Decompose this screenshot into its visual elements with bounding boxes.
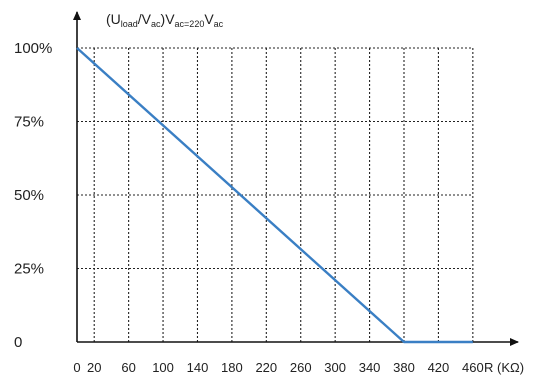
x-tick-label: 180 <box>221 360 243 375</box>
x-axis-title: R (KΩ) <box>484 360 524 375</box>
y-tick-label: 0 <box>14 334 22 351</box>
x-tick-labels: 0 20 60 100 140 180 220 260 300 340 380 420 460 <box>73 360 483 375</box>
x-tick-label: 420 <box>428 360 450 375</box>
y-tick-label: 75% <box>14 114 44 131</box>
y-tick-label: 50% <box>14 187 44 204</box>
x-tick-label: 140 <box>187 360 209 375</box>
y-tick-label: 25% <box>14 261 44 278</box>
x-tick-label: 0 <box>73 360 80 375</box>
x-tick-label: 60 <box>121 360 135 375</box>
series-group <box>76 47 473 344</box>
x-tick-label: 380 <box>393 360 415 375</box>
x-tick-label: 300 <box>324 360 346 375</box>
series-line <box>76 47 473 344</box>
x-tick-label: 220 <box>255 360 277 375</box>
x-tick-label: 20 <box>87 360 101 375</box>
x-tick-label: 260 <box>290 360 312 375</box>
x-tick-label: 340 <box>359 360 381 375</box>
x-tick-label: 100 <box>152 360 174 375</box>
y-tick-label: 100% <box>14 40 52 57</box>
x-tick-label: 460 <box>462 360 484 375</box>
grid <box>77 47 474 342</box>
y-tick-labels: 0 25% 50% 75% 100% <box>14 40 52 351</box>
y-axis-title: (Uload/Vac)Vac=220Vac <box>106 11 224 29</box>
